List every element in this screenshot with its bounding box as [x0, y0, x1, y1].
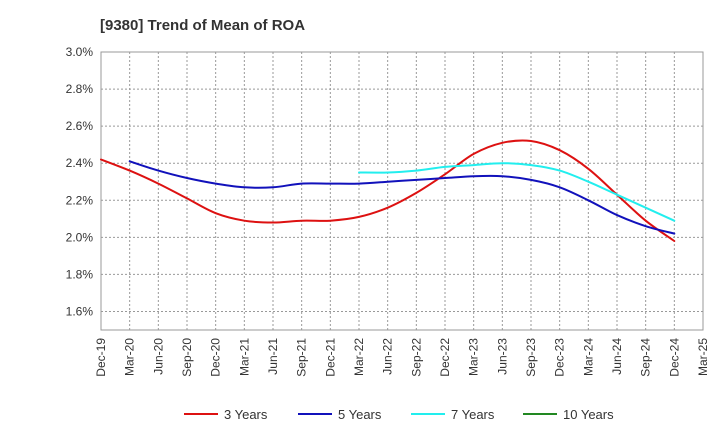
plot-frame — [100, 51, 704, 331]
chart-title: [9380] Trend of Mean of ROA — [100, 17, 305, 34]
grid-lines — [101, 52, 703, 330]
legend-label-5-years: 5 Years — [338, 407, 382, 422]
x-tick-label: Mar-21 — [237, 338, 251, 376]
x-tick-label: Dec-24 — [667, 338, 681, 377]
y-tick-label: 2.6% — [66, 119, 94, 133]
x-tick-label: Dec-20 — [209, 338, 223, 377]
x-tick-label: Sep-24 — [639, 338, 653, 377]
plot-area — [100, 51, 704, 331]
y-tick-label: 1.6% — [66, 304, 94, 318]
x-axis-ticks: Dec-19 Mar-20 Jun-20 Sep-20 Dec-20 Mar-21 Jun-… — [94, 338, 710, 377]
x-tick-label: Mar-24 — [581, 338, 595, 376]
x-tick-label: Jun-24 — [610, 338, 624, 375]
legend-label-7-years: 7 Years — [451, 407, 495, 422]
x-tick-label: Dec-23 — [553, 338, 567, 377]
x-tick-label: Dec-19 — [94, 338, 108, 377]
x-tick-label: Dec-22 — [438, 338, 452, 377]
x-tick-label: Jun-21 — [266, 338, 280, 375]
y-tick-label: 2.0% — [66, 230, 94, 244]
series-line-7-years — [358, 162, 676, 222]
x-tick-label: Mar-23 — [467, 338, 481, 376]
x-tick-label: Jun-20 — [151, 338, 165, 375]
x-tick-label: Sep-23 — [524, 338, 538, 377]
series-line-5-years — [128, 160, 676, 235]
x-tick-label: Sep-20 — [180, 338, 194, 377]
y-tick-label: 3.0% — [66, 45, 94, 59]
y-axis-ticks: 1.6% 1.8% 2.0% 2.2% 2.4% 2.6% 2.8% 3.0% — [66, 45, 94, 318]
x-tick-label: Sep-21 — [295, 338, 309, 377]
x-tick-label: Jun-23 — [495, 338, 509, 375]
x-tick-label: Sep-22 — [409, 338, 423, 377]
legend-label-10-years: 10 Years — [563, 407, 614, 422]
x-tick-label: Mar-22 — [352, 338, 366, 376]
x-tick-label: Mar-20 — [123, 338, 137, 376]
y-tick-label: 2.4% — [66, 156, 94, 170]
legend: 3 Years 5 Years 7 Years 10 Years — [184, 407, 614, 422]
series-lines — [100, 139, 676, 242]
y-tick-label: 1.8% — [66, 267, 94, 281]
series-line-3-years — [100, 139, 676, 242]
x-tick-label: Mar-25 — [696, 338, 710, 376]
y-tick-label: 2.8% — [66, 82, 94, 96]
x-tick-label: Dec-21 — [323, 338, 337, 377]
y-tick-label: 2.2% — [66, 193, 94, 207]
legend-label-3-years: 3 Years — [224, 407, 268, 422]
x-tick-label: Jun-22 — [381, 338, 395, 375]
